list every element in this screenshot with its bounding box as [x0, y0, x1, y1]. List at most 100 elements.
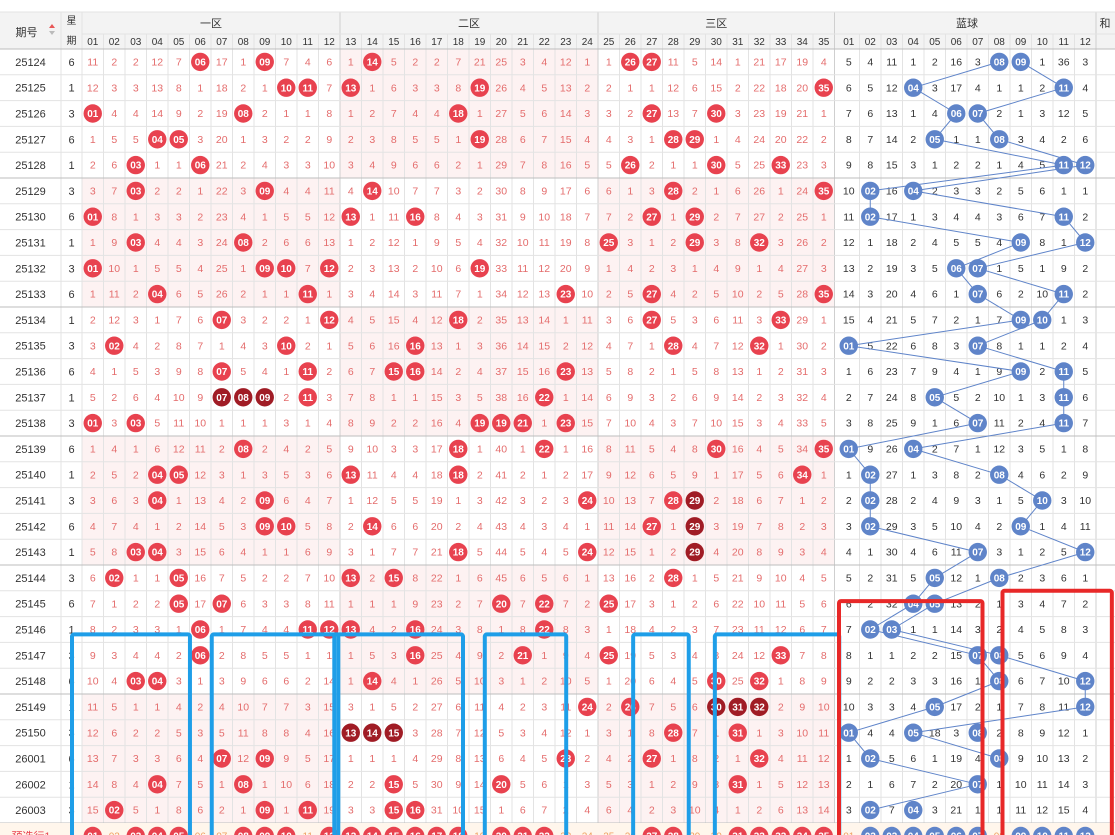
preselect-red-ball[interactable] [664, 826, 683, 835]
preselect-red-ball[interactable] [642, 826, 661, 835]
preselect-red-number[interactable]: 15 [388, 832, 400, 835]
table-row[interactable]: 25144 3 6 02 1 1 05 16 7 5 2 2 7 10 13 2 15 8 22 1 6 45 6 5 6 1 13… [15, 568, 1088, 588]
table-row[interactable]: 25128 1 2 6 03 1 1 06 21 2 4 3 3 10 3 4 9 6 6 2 1 29 7 8 16 5 5 26 2… [15, 155, 1045, 175]
table-row[interactable]: 25145 6 7 1 2 2 05 17 07 6 3 3 8 11 1 1 1 9 23 2 7 20 7 22 7 2 25 1… [15, 594, 1088, 613]
preselect-red-number[interactable]: 31 [732, 832, 744, 835]
preselect-blue-ball[interactable] [861, 826, 880, 835]
preselect-red-number[interactable]: 01 [87, 832, 99, 835]
table-row[interactable]: 25141 3 3 6 3 04 1 13 4 2 09 6 4 7 1 12 5 5 19 1 3 42 3 2 3 24 10 1… [15, 491, 1091, 510]
preselect-red-ball[interactable] [492, 826, 511, 835]
preselect-red-ball[interactable] [83, 826, 102, 835]
table-row[interactable]: 25131 1 1 9 03 4 4 3 24 08 2 6 6 13 1 2 12 1 9 5 4 32 10 11 19 8 2… [15, 233, 1067, 252]
preselect-red-ball[interactable] [384, 826, 403, 835]
preselect-red-ball[interactable] [427, 826, 446, 835]
preselect-blue-number[interactable]: 03 [886, 832, 898, 835]
table-row[interactable]: 25130 6 01 8 1 3 3 2 23 4 1 5 5 12 13 1 11 16 8 4 3 31 9 10 18 7 7… [15, 207, 1088, 226]
preselect-red-ball[interactable] [771, 826, 790, 835]
preselect-red-ball[interactable] [513, 826, 532, 835]
table-row[interactable]: 25129 3 3 7 03 2 2 1 22 3 09 4 4 11 4 14 10 7 7 3 2 30 8 9 17 6 6 1… [15, 181, 1088, 201]
preselect-red-number[interactable]: 10 [281, 832, 293, 835]
preselect-red-option[interactable]: 25 [603, 832, 615, 835]
preselect-red-ball[interactable] [255, 826, 274, 835]
preselect-blue-number[interactable]: 06 [951, 832, 963, 835]
preselect-blue-number[interactable]: 09 [1015, 832, 1027, 835]
preselect-blue-number[interactable]: 11 [1058, 832, 1069, 835]
table-row[interactable]: 25127 6 1 5 5 04 05 3 20 1 3 2 2 9 2 3 8 5 5 1 19 28 6 7 15 4 4 3 1 2… [15, 130, 1088, 149]
preselect-red-number[interactable]: 04 [152, 832, 164, 835]
preselect-blue-number[interactable]: 05 [929, 832, 941, 835]
preselect-red-number[interactable]: 28 [668, 832, 680, 835]
table-row[interactable]: 26002 1 14 8 4 04 7 5 1 08 1 10 6 18 2 2 15 5 30 9 14 20 5 6 1 3 5… [15, 775, 1088, 794]
preselect-red-number[interactable]: 35 [818, 832, 830, 835]
preselect-red-number[interactable]: 17 [431, 832, 443, 835]
preselect-red-ball[interactable] [406, 826, 425, 835]
preselect-red-option[interactable]: 07 [216, 832, 228, 835]
table-row[interactable]: 26001 6 13 7 3 3 6 4 07 12 09 9 5 17 1 1 1 4 29 8 13 6 4 5 23 2 4 2… [15, 749, 1088, 768]
table-row[interactable]: 25135 3 3 02 4 2 8 7 1 4 3 10 2 1 5 6 16 16 13 1 3 36 14 15 2 12 4… [15, 336, 1088, 355]
table-row[interactable]: 25126 3 01 4 4 14 9 2 19 08 2 1 1 8 1 2 7 4 4 18 1 27 5 6 14 3 3 2 2… [15, 104, 1088, 123]
preselect-red-ball[interactable] [750, 826, 769, 835]
preselect-red-number[interactable]: 16 [410, 832, 422, 835]
preselect-red-number[interactable]: 08 [238, 832, 250, 835]
preselect-blue-number[interactable]: 10 [1037, 832, 1049, 835]
preselect-blue-ball[interactable] [1076, 826, 1095, 835]
preselect-red-ball[interactable] [126, 826, 145, 835]
preselect-blue-number[interactable]: 07 [972, 832, 984, 835]
preselect-blue-option[interactable]: 01 [843, 832, 855, 835]
table-row[interactable]: 25138 3 01 3 03 5 11 10 1 1 1 3 1 4 8 9 2 2 16 4 19 19 21 1 23 15… [15, 413, 1088, 433]
preselect-red-option[interactable]: 24 [582, 832, 594, 835]
preselect-red-ball[interactable] [169, 826, 188, 835]
period-header[interactable]: 期号 [16, 26, 38, 39]
preselect-red-number[interactable]: 20 [496, 832, 508, 835]
table-row[interactable]: 25134 1 2 12 3 1 7 6 07 3 2 2 1 12 4 5 15 4 12 18 2 35 13 14 1 11… [15, 310, 1088, 330]
table-row[interactable]: 26003 3 15 02 5 1 8 6 2 1 09 1 11 19 3 3 15 16 31 10 15 1 6 7 2 4… [15, 800, 1088, 820]
preselect-red-ball[interactable] [814, 826, 833, 835]
preselect-red-number[interactable]: 05 [173, 832, 185, 835]
table-row[interactable]: 25140 1 2 5 2 04 05 12 3 1 3 5 3 6 13 11 4 4 18 18 2 41 2 1 2 17 9… [15, 465, 1088, 484]
preselect-red-number[interactable]: 14 [367, 832, 379, 835]
preselect-red-ball[interactable] [793, 826, 812, 835]
sort-arrows-icon[interactable] [49, 24, 55, 35]
preselect-blue-number[interactable]: 12 [1080, 832, 1092, 835]
preselect-red-number[interactable]: 13 [345, 832, 357, 835]
table-row[interactable]: 25132 3 01 10 1 5 5 4 25 1 09 10 7 12 2 3 13 2 10 6 19 33 11 12… [15, 259, 1088, 278]
preselect-red-number[interactable]: 33 [775, 832, 787, 835]
table-row[interactable]: 25139 6 1 4 1 6 12 11 2 08 2 4 2 5 9 10 3 3 17 18 1 40 1 22 1 16 8… [15, 439, 1088, 459]
preselect-red-number[interactable]: 21 [517, 832, 529, 835]
table-row[interactable]: 25136 6 4 1 5 3 9 8 07 5 4 1 11 2 6 7 15 16 14 2 4 37 15 16 23 13… [15, 362, 1088, 381]
preselect-blue-number[interactable]: 02 [865, 832, 877, 835]
preselect-red-number[interactable]: 18 [453, 832, 465, 835]
preselect-red-number[interactable]: 32 [754, 832, 766, 835]
preselect-red-ball[interactable] [535, 826, 554, 835]
preselect-blue-number[interactable]: 04 [908, 832, 920, 835]
preselect-blue-ball[interactable] [1011, 826, 1030, 835]
preselect-red-option[interactable]: 02 [109, 832, 121, 835]
preselect-blue-ball[interactable] [882, 826, 901, 835]
preselect-red-number[interactable]: 27 [646, 832, 658, 835]
preselect-red-ball[interactable] [234, 826, 253, 835]
table-row[interactable]: 25146 1 8 2 3 3 1 06 1 7 4 4 11 12 13 4 2 16 24 3 8 1 8 22 8 3 1 18… [15, 620, 1088, 639]
preselect-red-option[interactable]: 06 [195, 832, 207, 835]
preselect-red-number[interactable]: 12 [324, 832, 336, 835]
table-row[interactable]: 25147 3 9 3 4 4 2 06 2 8 5 5 1 1 1 5 3 16 25 4 9 2 21 1 9 4 25 19 5 3… [15, 646, 1088, 665]
preselect-red-option[interactable]: 26 [625, 832, 637, 835]
preselect-red-ball[interactable] [728, 826, 747, 835]
table-row[interactable]: 25137 1 5 2 6 4 10 9 07 08 09 2 11 3 7 8 1 1 15 3 5 38 16 22 1 14… [15, 388, 1088, 407]
preselect-red-number[interactable]: 09 [259, 832, 271, 835]
preselect-blue-ball[interactable] [904, 826, 923, 835]
preselect-blue-ball[interactable] [1054, 826, 1073, 835]
preselect-red-ball[interactable] [341, 826, 360, 835]
table-row[interactable]: 25142 6 4 7 4 1 2 14 5 3 09 10 5 8 2 14 6 6 20 2 4 43 4 3 4 1 11 14… [15, 517, 1091, 536]
preselect-red-number[interactable]: 34 [797, 832, 809, 835]
table-row[interactable]: 25124 6 11 2 2 12 7 06 17 1 09 7 4 6 1 14 5 2 2 7 21 25 3 4 12 1 1… [15, 52, 1088, 72]
table-row[interactable]: 25133 6 1 11 2 04 6 5 26 2 1 1 11 1 3 4 14 3 11 7 1 34 12 13 23 1… [15, 284, 1088, 304]
table-row[interactable]: 25125 1 12 3 3 13 8 1 18 2 1 10 11 7 13 1 6 3 3 8 19 26 4 5 13 2 2… [15, 78, 1088, 97]
preselect-blue-ball[interactable] [947, 826, 966, 835]
preselect-red-option[interactable]: 19 [474, 832, 486, 835]
preselect-red-ball[interactable] [277, 826, 296, 835]
preselect-blue-ball[interactable] [925, 826, 944, 835]
preselect-red-number[interactable]: 22 [539, 832, 551, 835]
preselect-blue-ball[interactable] [1033, 826, 1052, 835]
preselect-red-ball[interactable] [363, 826, 382, 835]
preselect-red-option[interactable]: 29 [689, 832, 701, 835]
